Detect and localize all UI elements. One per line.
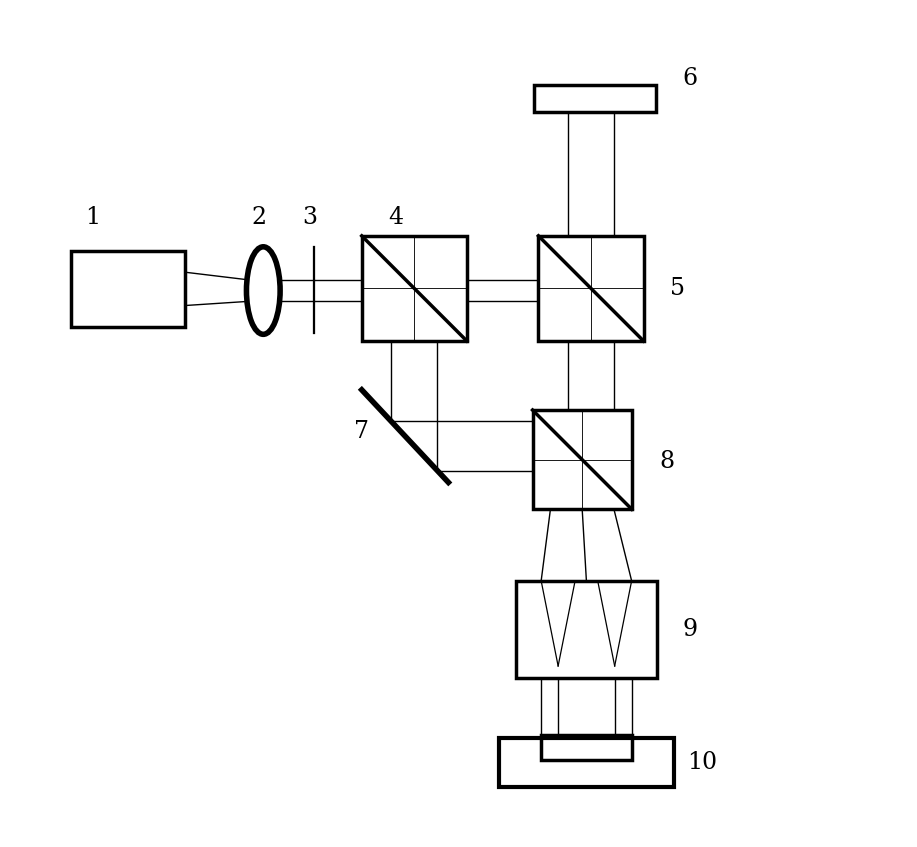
Text: 5: 5 (669, 277, 685, 301)
Text: 8: 8 (659, 450, 675, 473)
Text: 3: 3 (302, 206, 317, 229)
Text: 7: 7 (354, 420, 370, 444)
Text: 1: 1 (85, 206, 100, 229)
Text: 4: 4 (388, 206, 403, 229)
Text: 6: 6 (682, 67, 698, 90)
Text: 2: 2 (251, 206, 267, 229)
Text: 10: 10 (688, 751, 718, 774)
Text: 9: 9 (682, 618, 698, 641)
